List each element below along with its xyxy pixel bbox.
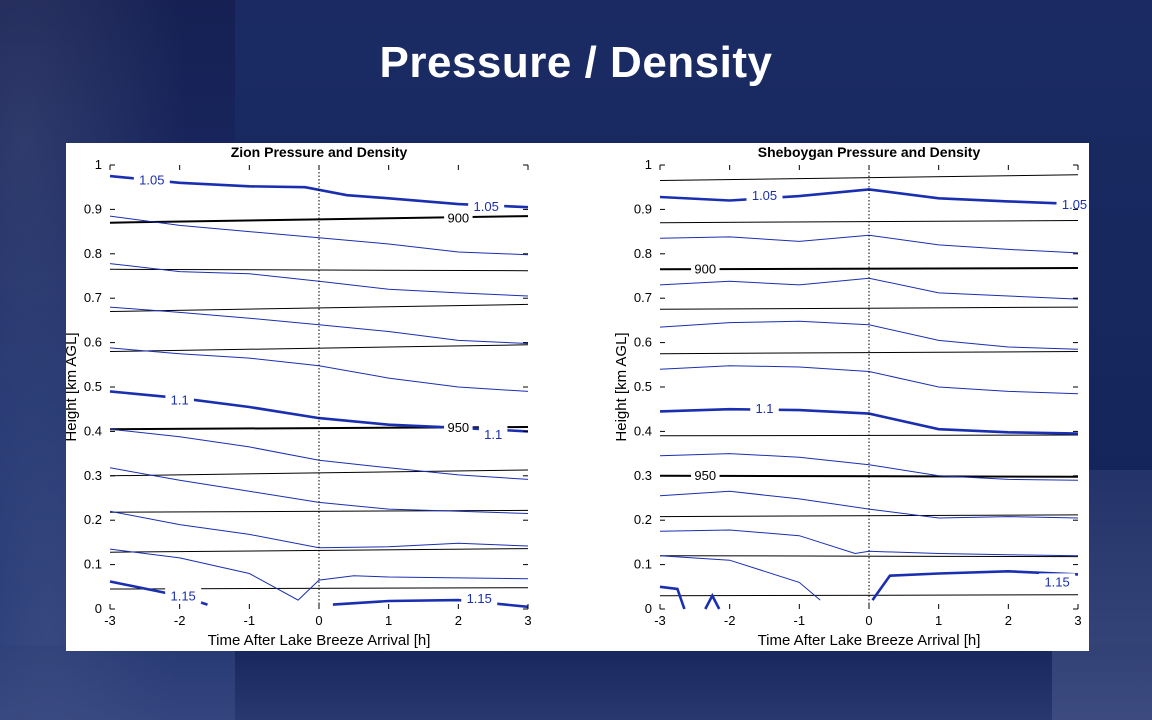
pressure-contour-line — [109, 303, 529, 312]
contour-label: 1.05 — [752, 188, 777, 203]
x-axis-label: Time After Lake Breeze Arrival [h] — [208, 632, 431, 649]
y-tick-label: 0.9 — [634, 201, 652, 216]
contour-label-bg — [165, 587, 202, 604]
x-tick-label: 3 — [524, 613, 531, 628]
figure-panel: Zion Pressure and Density 1.05 1.05 900 1.1 9… — [63, 143, 1093, 651]
pressure-contour-line — [109, 469, 529, 477]
pressure-contour-line — [659, 474, 1079, 478]
y-tick-label: 0.1 — [84, 557, 102, 572]
x-tick-label: 1 — [385, 613, 392, 628]
x-tick-label: -1 — [244, 613, 256, 628]
y-axis-label: Height [km AGL] — [613, 332, 630, 441]
y-tick-label: 0 — [95, 601, 102, 616]
density-contour-line — [109, 548, 529, 601]
y-tick-label: 0.6 — [84, 335, 102, 350]
y-tick-label: 0.2 — [84, 512, 102, 527]
contour-label-bg — [444, 418, 473, 435]
pressure-contour-line — [659, 351, 1079, 355]
density-contour-line — [659, 320, 1079, 350]
x-tick-label: 3 — [1074, 613, 1081, 628]
contour-label: 900 — [447, 210, 469, 225]
y-tick-label: 0.8 — [634, 246, 652, 261]
x-axis-label: Time After Lake Breeze Arrival [h] — [758, 632, 981, 649]
pressure-contour-line — [659, 174, 1079, 181]
contour-label: 950 — [447, 420, 469, 435]
x-tick-label: 0 — [865, 613, 872, 628]
density-contour-line — [109, 215, 529, 256]
contour-label-bg — [468, 198, 505, 215]
y-tick-label: 0.3 — [84, 468, 102, 483]
density-contour-line — [659, 188, 1079, 206]
contour-label-bg — [746, 187, 783, 204]
contour-label-bg — [691, 466, 720, 483]
y-tick-label: 0.6 — [634, 335, 652, 350]
y-tick-label: 0.8 — [84, 246, 102, 261]
contour-label-bg — [461, 590, 498, 607]
density-contour-line — [659, 585, 686, 610]
x-tick-label: -1 — [794, 613, 806, 628]
contour-label: 900 — [694, 261, 716, 276]
contour-label-bg — [133, 171, 170, 188]
density-contour-line — [659, 453, 1079, 481]
y-tick-label: 0 — [645, 601, 652, 616]
chart-title: Zion Pressure and Density — [231, 144, 408, 160]
pressure-contour-line — [659, 555, 1079, 558]
figure-svg: Zion Pressure and Density 1.05 1.05 900 1.1 9… — [63, 144, 1093, 649]
density-contour-line — [659, 529, 1079, 557]
contour-label: 1.15 — [467, 591, 492, 606]
density-contour-line — [659, 555, 821, 601]
chart-title: Sheboygan Pressure and Density — [758, 144, 981, 160]
pressure-contour-line — [109, 509, 529, 513]
contour-label: 1.15 — [170, 589, 195, 604]
y-axis-label: Height [km AGL] — [66, 332, 80, 441]
pressure-contour-line — [659, 306, 1079, 310]
contour-label: 950 — [694, 468, 716, 483]
contour-label-bg — [1056, 195, 1093, 212]
contour-label-bg — [165, 391, 194, 408]
contour-label-bg — [750, 400, 779, 417]
contour-label: 1.1 — [484, 427, 502, 442]
y-tick-label: 1 — [95, 157, 102, 172]
density-contour-line — [332, 598, 529, 609]
y-tick-label: 1 — [645, 157, 652, 172]
density-contour-line — [871, 569, 1079, 601]
y-tick-label: 0.7 — [84, 290, 102, 305]
y-tick-label: 0.4 — [634, 423, 652, 438]
contour-label: 1.05 — [474, 199, 499, 214]
pressure-contour-line — [659, 594, 1079, 597]
contour-label: 1.05 — [1062, 197, 1087, 212]
pressure-contour-line — [659, 267, 1079, 271]
y-tick-label: 0.5 — [634, 379, 652, 394]
contour-label: 1.05 — [139, 173, 164, 188]
contour-label-bg — [478, 425, 508, 442]
y-tick-label: 0.1 — [634, 557, 652, 572]
y-tick-label: 0.2 — [634, 512, 652, 527]
x-tick-label: -2 — [724, 613, 736, 628]
density-contour-line — [109, 174, 529, 209]
contour-label: 1.1 — [755, 401, 773, 416]
density-contour-line — [109, 306, 529, 344]
contour-label: 1.15 — [1044, 574, 1069, 589]
y-tick-label: 0.5 — [84, 379, 102, 394]
background-photo-bottom — [0, 645, 1152, 720]
x-tick-label: 0 — [315, 613, 322, 628]
x-tick-label: -3 — [104, 613, 116, 628]
density-contour-line — [704, 592, 721, 610]
contour-label: 1.1 — [171, 392, 189, 407]
density-contour-line — [109, 428, 529, 480]
x-tick-label: -2 — [174, 613, 186, 628]
slide-title: Pressure / Density — [379, 38, 773, 87]
y-tick-label: 0.7 — [634, 290, 652, 305]
contour-label-bg — [691, 260, 720, 277]
contour-label-bg — [444, 209, 473, 226]
y-tick-label: 0.9 — [84, 201, 102, 216]
y-tick-label: 0.4 — [84, 423, 102, 438]
x-tick-label: -3 — [654, 613, 666, 628]
x-tick-label: 2 — [455, 613, 462, 628]
y-tick-label: 0.3 — [634, 468, 652, 483]
x-tick-label: 1 — [935, 613, 942, 628]
x-tick-label: 2 — [1005, 613, 1012, 628]
contour-label-bg — [1039, 573, 1076, 590]
